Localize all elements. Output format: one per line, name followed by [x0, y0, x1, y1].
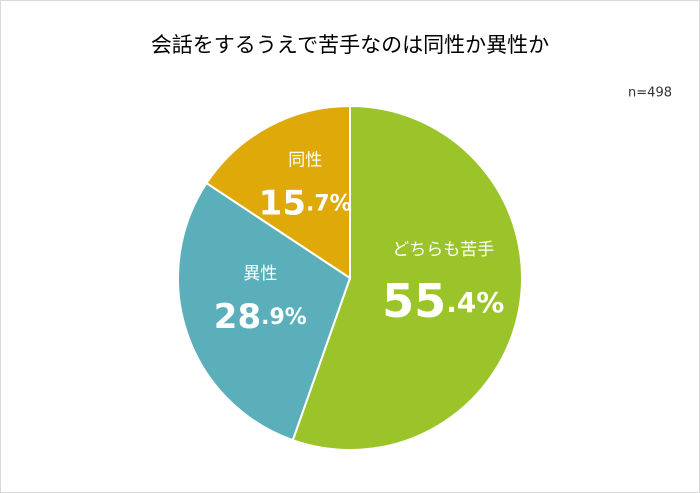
- value-label: 15.7%: [259, 183, 352, 223]
- chart-title: 会話をするうえで苦手なのは同性か異性か: [151, 33, 549, 57]
- pie-slice: [205, 104, 351, 280]
- slice-label: 同性: [288, 151, 322, 171]
- sample-size: n=498: [628, 86, 672, 101]
- value-label: 55.4%: [382, 273, 504, 327]
- pie-slice: [177, 181, 352, 442]
- slice-label: どちらも苦手: [392, 240, 494, 260]
- slice-label: 異性: [243, 264, 277, 284]
- value-label: 28.9%: [214, 297, 307, 337]
